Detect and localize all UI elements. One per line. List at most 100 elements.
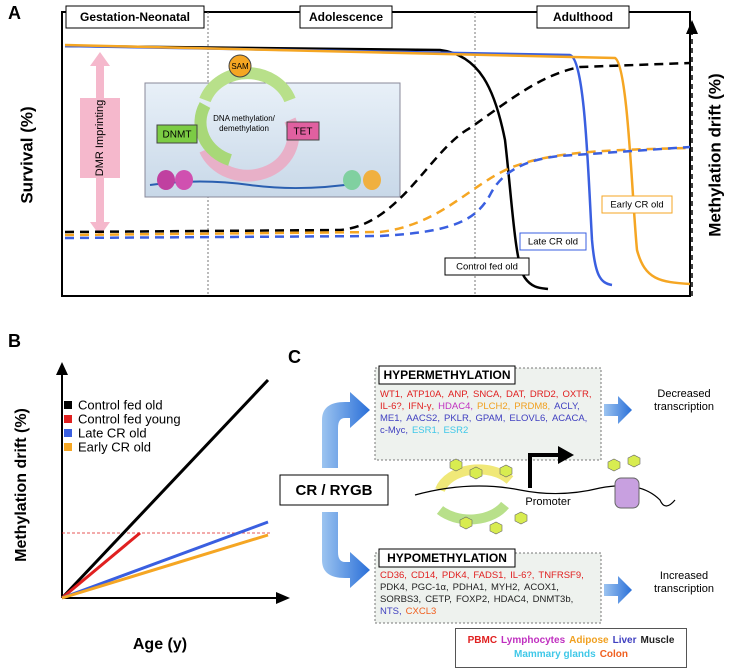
phase-box	[299, 5, 393, 29]
nucleosome	[343, 170, 361, 190]
hypo-arrow	[322, 512, 370, 588]
dmr-box	[80, 98, 120, 178]
gene: PGC-1α,	[411, 582, 449, 593]
outcome-arrow	[604, 396, 632, 424]
gene: ANP,	[448, 389, 469, 400]
legend-swatch	[64, 401, 72, 409]
nucleosome	[175, 170, 193, 190]
gene: TNFRSF9,	[538, 570, 584, 581]
phase-label: Adolescence	[309, 10, 383, 24]
phase-box	[65, 5, 205, 29]
intervention-label: CR / RYGB	[296, 482, 373, 499]
panel-label: B	[8, 331, 21, 351]
hypo-title: HYPOMETHYLATION	[387, 551, 507, 565]
gene: CETP,	[425, 594, 452, 605]
nucleosome	[363, 170, 381, 190]
intervention-box	[279, 474, 389, 506]
gene: MYH2,	[490, 582, 521, 593]
gene: HDAC4,	[438, 401, 473, 412]
tissue-label: Lymphocytes	[501, 635, 566, 646]
outcome-label: Decreased transcription	[654, 388, 714, 413]
arrowhead	[558, 446, 574, 464]
sam-label: SAM	[231, 62, 249, 71]
legend-label: Early CR old	[78, 439, 151, 454]
gene: FADS1,	[473, 570, 507, 581]
gene: SORBS3,	[380, 594, 422, 605]
survival-curve	[64, 44, 613, 287]
title-box	[378, 548, 516, 568]
gene: GPAM,	[475, 413, 506, 424]
outcome-wrap: Decreased transcription	[654, 388, 714, 413]
cycle-arrow	[194, 102, 233, 166]
nucleosome	[157, 170, 175, 190]
phase-label: Gestation-Neonatal	[80, 10, 190, 24]
gene: PDK4,	[441, 570, 470, 581]
title-box	[378, 365, 516, 385]
curve-label: Control fed old	[456, 262, 518, 273]
gene: ESR2	[443, 425, 469, 436]
gene: CD36,	[380, 570, 407, 581]
gene: CD14,	[410, 570, 438, 581]
gene: OXTR,	[562, 389, 592, 400]
survival-curve	[64, 44, 549, 291]
hyper-arrow	[322, 392, 370, 468]
gene: HDAC4,	[493, 594, 529, 605]
phase-box	[536, 5, 630, 29]
gene: IL-6?,	[380, 401, 405, 412]
dmr-label: DMR Imprinting	[94, 100, 106, 176]
arrowhead	[686, 20, 698, 34]
gene: PKLR,	[443, 413, 472, 424]
trend-line	[61, 520, 269, 600]
gene: IFN-γ,	[408, 401, 435, 412]
gene: ACLY,	[554, 401, 580, 412]
gene-list: WT1, ATP10A, ANP, SNCA, DAT, DRD2, OXTR, IL-6?,…	[380, 389, 598, 437]
survival-curve	[64, 43, 691, 286]
gene: ATP10A,	[406, 389, 445, 400]
gene: ACACA,	[551, 413, 588, 424]
tissue-label: Liver	[612, 635, 637, 646]
y2-axis-label: Methylation drift (%)	[705, 73, 724, 236]
tissue-label: Adipose	[569, 635, 609, 646]
dnmt-label: DNMT	[163, 130, 192, 141]
gene: c-Myc,	[380, 425, 408, 436]
gene: PRDM8,	[514, 401, 551, 412]
curve-label: Early CR old	[610, 200, 663, 211]
nucleosome	[614, 477, 640, 509]
gene: WT1,	[380, 389, 403, 400]
legend-swatch	[64, 443, 72, 451]
center-label: DNA methylation/ demethylation	[213, 114, 275, 133]
curve-label: Late CR old	[528, 237, 578, 248]
promoter-arrow	[528, 453, 560, 488]
phase-label: Adulthood	[553, 10, 613, 24]
trend-line	[60, 378, 270, 600]
dnmt-box	[156, 124, 198, 144]
center-wrap: DNA methylation/ demethylation	[213, 114, 275, 133]
gene: DAT,	[506, 389, 526, 400]
gene: ACOX1,	[524, 582, 559, 593]
promoter-label: Promoter	[525, 496, 571, 508]
outcome-arrow	[604, 576, 632, 604]
arrowhead	[56, 362, 68, 375]
methyl-groups	[449, 454, 641, 535]
cycle-arrow	[436, 501, 509, 525]
panel-label: A	[8, 3, 21, 23]
gene: DNMT3b,	[532, 594, 574, 605]
trend-line	[61, 531, 141, 600]
gene: NTS,	[380, 606, 402, 617]
tissue-label: Colon	[599, 649, 629, 660]
drift-curve	[64, 61, 691, 234]
tet-box	[286, 121, 320, 141]
outcome-wrap: Increased transcription	[654, 570, 714, 595]
gene: PDHA1,	[452, 582, 487, 593]
x-axis-label: Age (y)	[133, 636, 187, 653]
gene: CXCL3	[405, 606, 437, 617]
legend-swatch	[64, 429, 72, 437]
gene: FOXP2,	[455, 594, 490, 605]
dna	[414, 485, 676, 507]
curve-label-box	[519, 232, 587, 251]
legend-label: Control fed young	[78, 411, 181, 426]
trend-line	[61, 533, 269, 600]
gene: ESR1,	[411, 425, 440, 436]
